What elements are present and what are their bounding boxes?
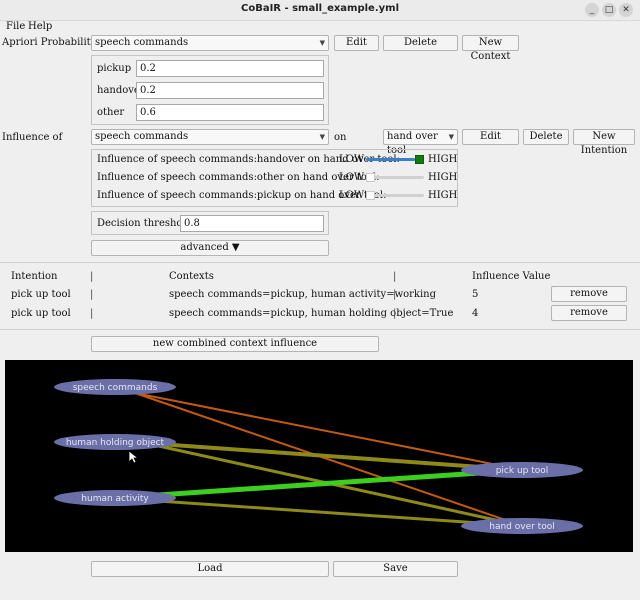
- influence-label: Influence of: [2, 132, 63, 143]
- node-label: human holding object: [66, 438, 165, 448]
- apriori-item-label: pickup: [97, 63, 132, 74]
- influence-slider-handle[interactable]: [366, 173, 375, 182]
- influence-slider-fill: [366, 158, 415, 161]
- edge-activity-to-pickup: [114, 467, 524, 501]
- row-contexts: speech commands=pickup, human holding ob…: [169, 308, 454, 319]
- node-ellipse: [461, 518, 583, 534]
- title-bar: CoBaIR - small_example.yml _ □ ✕: [0, 0, 640, 21]
- apriori-other-input[interactable]: 0.6: [136, 104, 324, 121]
- advanced-toggle-button[interactable]: advanced ▼: [91, 240, 329, 256]
- new-intention-button[interactable]: New Intention: [573, 129, 635, 156]
- high-label: HIGH: [428, 154, 458, 165]
- influence-slider-track[interactable]: [366, 176, 424, 179]
- graph-node[interactable]: pick up tool: [461, 462, 583, 478]
- influence-context-value: speech commands: [95, 131, 189, 142]
- edge-activity-to-handover: [114, 496, 524, 528]
- influence-delete-button[interactable]: Delete: [523, 129, 569, 145]
- remove-button[interactable]: remove: [551, 286, 627, 302]
- divider: [0, 262, 640, 263]
- graph-node[interactable]: human activity: [54, 490, 176, 506]
- column-separator: |: [90, 289, 94, 300]
- intention-value: hand over tool: [387, 131, 438, 156]
- save-button[interactable]: Save: [333, 561, 458, 577]
- apriori-item-label: other: [97, 107, 125, 118]
- column-separator: |: [90, 308, 94, 319]
- row-contexts: speech commands=pickup, human activity=w…: [169, 289, 437, 300]
- influence-row-label: Influence of speech commands:other on ha…: [97, 172, 380, 183]
- chevron-down-icon: ▼: [319, 133, 325, 141]
- header-intention: Intention: [11, 271, 58, 282]
- threshold-label: Decision threshold :: [97, 218, 199, 229]
- low-label: LOW: [339, 172, 365, 183]
- new-context-button[interactable]: New Context: [462, 35, 519, 62]
- high-label: HIGH: [428, 172, 458, 183]
- apriori-context-value: speech commands: [95, 37, 189, 48]
- apriori-edit-button[interactable]: Edit: [334, 35, 379, 51]
- node-label: human activity: [81, 494, 149, 504]
- node-ellipse: [54, 434, 176, 450]
- column-separator: |: [393, 308, 397, 319]
- threshold-input[interactable]: 0.8: [180, 215, 324, 232]
- mouse-cursor-icon: [129, 451, 138, 464]
- menu-help[interactable]: Help: [28, 21, 53, 32]
- apriori-values-panel: [91, 55, 329, 125]
- row-value: 5: [472, 289, 479, 300]
- node-label: hand over tool: [489, 522, 554, 532]
- chevron-down-icon: ▼: [319, 39, 325, 47]
- on-label: on: [334, 132, 347, 143]
- column-separator: |: [393, 289, 397, 300]
- low-label: LOW: [339, 154, 365, 165]
- column-separator: |: [90, 271, 94, 282]
- influence-slider-handle[interactable]: [366, 191, 375, 200]
- graph-node[interactable]: human holding object: [54, 434, 176, 450]
- apriori-label: Apriori Probability of: [2, 37, 110, 48]
- header-influence-value: Influence Value: [472, 271, 551, 282]
- edge-speech-to-pickup: [134, 392, 524, 471]
- threshold-panel: [91, 211, 329, 235]
- window-title: CoBaIR - small_example.yml: [240, 3, 400, 14]
- remove-button[interactable]: remove: [551, 305, 627, 321]
- menu-bar: File Help: [0, 20, 640, 34]
- row-intention: pick up tool: [11, 289, 71, 300]
- edge-speech-to-handover: [134, 392, 524, 527]
- node-label: speech commands: [73, 383, 158, 393]
- influence-edit-button[interactable]: Edit: [462, 129, 519, 145]
- influence-slider-track[interactable]: [366, 194, 424, 197]
- header-contexts: Contexts: [169, 271, 214, 282]
- close-button[interactable]: ✕: [619, 3, 633, 17]
- apriori-delete-button[interactable]: Delete: [383, 35, 458, 51]
- apriori-item-label: handover: [97, 85, 145, 96]
- row-intention: pick up tool: [11, 308, 71, 319]
- influence-slider-handle[interactable]: [415, 155, 424, 164]
- chevron-down-icon: ▼: [448, 133, 454, 141]
- influence-sliders-panel: [91, 149, 458, 207]
- node-ellipse: [461, 462, 583, 478]
- influence-graph[interactable]: speech commands human holding object hum…: [5, 360, 633, 552]
- maximize-button[interactable]: □: [602, 3, 616, 17]
- apriori-context-select[interactable]: speech commands ▼: [91, 35, 329, 51]
- row-value: 4: [472, 308, 479, 319]
- apriori-pickup-input[interactable]: 0.2: [136, 60, 324, 77]
- graph-node[interactable]: hand over tool: [461, 518, 583, 534]
- new-combined-context-button[interactable]: new combined context influence: [91, 336, 379, 352]
- column-separator: |: [393, 271, 397, 282]
- graph-canvas: speech commands human holding object hum…: [54, 379, 583, 534]
- node-ellipse: [54, 490, 176, 506]
- graph-node[interactable]: speech commands: [54, 379, 176, 395]
- load-button[interactable]: Load: [91, 561, 329, 577]
- high-label: HIGH: [428, 190, 458, 201]
- node-label: pick up tool: [496, 466, 549, 476]
- divider: [0, 329, 640, 330]
- intention-select[interactable]: hand over tool ▼: [383, 129, 458, 156]
- menu-file[interactable]: File: [6, 21, 26, 32]
- node-ellipse: [54, 379, 176, 395]
- apriori-handover-input[interactable]: 0.2: [136, 82, 324, 99]
- influence-row-label: Influence of speech commands:pickup on h…: [97, 190, 387, 201]
- low-label: LOW: [339, 190, 365, 201]
- edge-holding-to-pickup: [144, 441, 524, 472]
- influence-context-select[interactable]: speech commands ▼: [91, 129, 329, 145]
- influence-row-label: Influence of speech commands:handover on…: [97, 154, 400, 165]
- minimize-button[interactable]: _: [585, 3, 599, 17]
